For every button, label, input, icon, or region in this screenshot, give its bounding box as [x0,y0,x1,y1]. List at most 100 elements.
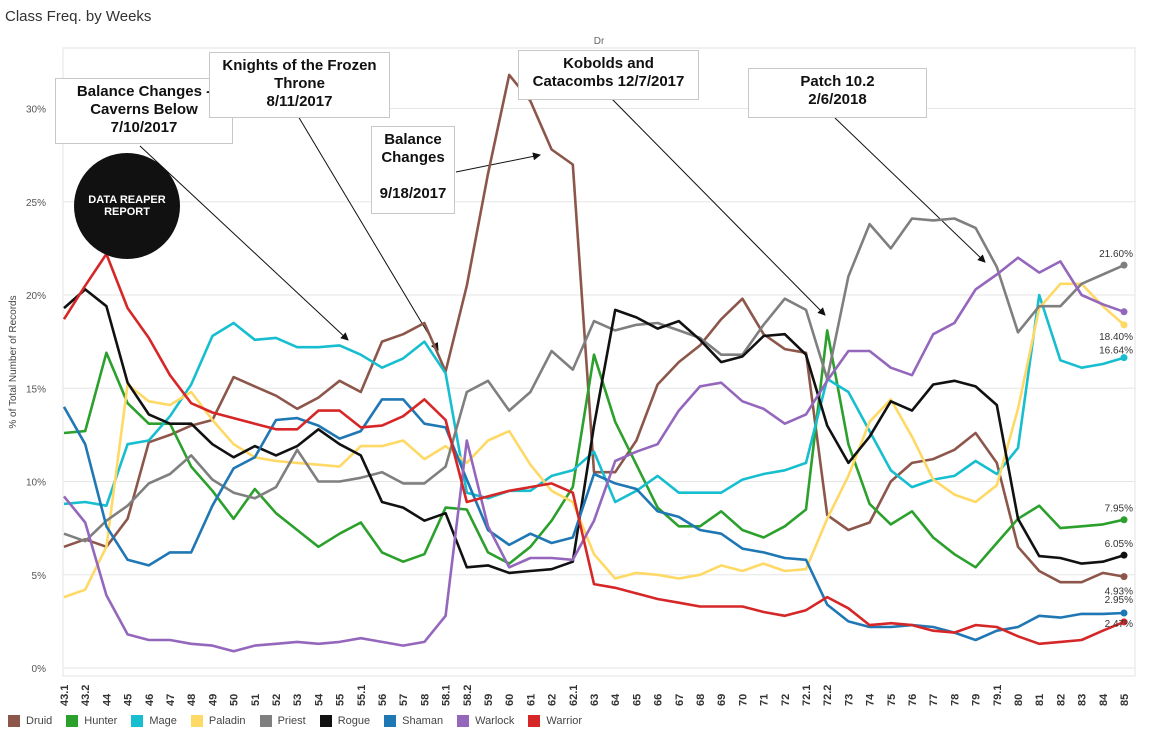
x-tick-label: 68 [695,694,707,706]
end-value-label: 7.95% [1105,504,1133,515]
x-tick-label: 72 [780,694,792,706]
x-tick-label: 77 [928,694,940,706]
legend-item-druid[interactable]: Druid [8,715,52,727]
x-tick-label: 51 [250,694,262,706]
x-tick-label: 43.2 [80,685,92,706]
logo-text: DATA REAPER REPORT [88,194,166,218]
legend-item-priest[interactable]: Priest [259,715,306,727]
series-line-paladin[interactable] [63,282,1125,599]
annotation-balance-changes: Balance Changes 9/18/2017 [371,126,455,214]
x-tick-label: 78 [949,694,961,706]
x-tick-label: 44 [101,693,113,706]
x-tick-label: 50 [229,694,241,706]
legend-label: Priest [277,715,306,727]
end-value-label: 16.64% [1099,346,1133,357]
x-tick-label: 74 [865,693,877,706]
x-tick-label: 73 [843,694,855,706]
legend-label: Rogue [337,715,371,727]
x-tick-label: 65 [631,694,643,706]
series-endpoint-rogue [1120,551,1128,559]
x-tick-label: 46 [144,694,156,706]
series-endpoint-warlock [1120,308,1128,316]
series-line-rogue[interactable] [63,288,1125,575]
x-tick-label: 56 [377,694,389,706]
legend-item-warrior[interactable]: Warrior [528,715,582,727]
x-tick-label: 61 [525,694,537,706]
series-endpoint-shaman [1120,609,1128,617]
end-value-label: 2.47% [1105,619,1133,630]
y-axis-label: % of Total Number of Records [8,295,19,428]
series-endpoint-warrior [1120,618,1128,626]
x-tick-label: 85 [1119,694,1131,706]
series-line-warlock[interactable] [62,256,1125,653]
annotation-caverns-below: Balance Changes - Caverns Below 7/10/201… [55,78,233,144]
x-tick-label: 58.2 [462,685,474,706]
chart-title: Class Freq. by Weeks [5,8,152,25]
x-tick-label: 79 [971,694,983,706]
x-tick-label: 43.1 [59,685,71,706]
x-tick-label: 81 [1034,694,1046,706]
y-tick-label: 0% [32,664,47,675]
legend-swatch [528,715,541,727]
annotation-arrow [455,152,541,173]
x-tick-label: 52 [271,694,283,706]
legend-item-hunter[interactable]: Hunter [66,715,117,727]
series-endpoint-mage [1120,354,1128,362]
legend-item-rogue[interactable]: Rogue [319,715,371,727]
x-tick-label: 55.1 [356,685,368,706]
legend-label: Shaman [402,715,444,727]
legend-swatch [319,715,332,727]
y-tick-label: 10% [26,478,46,489]
legend-label: Warrior [546,715,583,727]
x-tick-label: 60 [504,694,516,706]
x-tick-label: 72.1 [801,685,813,706]
column-header: Dr [594,36,605,47]
data-reaper-logo: DATA REAPER REPORT [74,153,180,259]
y-tick-label: 20% [26,291,46,302]
y-tick-label: 5% [32,571,47,582]
series-line-hunter[interactable] [63,329,1125,569]
x-tick-label: 75 [886,694,898,706]
x-tick-label: 59 [483,694,495,706]
series-line-warrior[interactable] [62,252,1125,646]
x-tick-label: 66 [653,694,665,706]
series-line-priest[interactable] [63,217,1125,543]
legend-item-paladin[interactable]: Paladin [190,715,246,727]
end-value-label: 6.05% [1105,539,1133,550]
x-tick-label: 84 [1098,693,1110,706]
series-line-mage[interactable] [63,293,1125,508]
annotation-arrow [609,96,826,316]
x-tick-label: 80 [1013,694,1025,706]
x-tick-label: 76 [907,694,919,706]
series-endpoint-hunter [1120,516,1128,524]
end-value-label: 18.40% [1099,332,1133,343]
series-line-druid[interactable] [63,73,1125,584]
legend-swatch [259,715,272,727]
x-tick-label: 58.1 [441,685,453,706]
x-tick-label: 49 [207,694,219,706]
x-tick-label: 54 [313,693,325,706]
x-tick-label: 53 [292,694,304,706]
legend-swatch [131,715,144,727]
legend-swatch [384,715,397,727]
legend-label: Warlock [475,715,515,727]
annotation-arrow [139,145,349,341]
legend-swatch [457,715,470,727]
legend-item-warlock[interactable]: Warlock [457,715,514,727]
legend-item-shaman[interactable]: Shaman [384,715,443,727]
legend-swatch [8,715,20,727]
x-tick-label: 47 [165,694,177,706]
legend: Druid Hunter Mage Paladin Priest Rogue Shaman W… [8,712,596,730]
series-endpoint-paladin [1120,321,1128,329]
x-tick-label: 62.1 [568,685,580,706]
x-tick-label: 57 [398,694,410,706]
annotation-arrow [297,115,439,351]
x-tick-label: 70 [737,694,749,706]
legend-item-mage[interactable]: Mage [131,715,177,727]
end-value-label: 4.93% [1105,587,1133,598]
legend-swatch [190,715,203,727]
x-tick-label: 72.2 [822,685,834,706]
annotation-patch-10-2: Patch 10.2 2/6/2018 [748,68,927,118]
y-tick-label: 25% [26,198,46,209]
